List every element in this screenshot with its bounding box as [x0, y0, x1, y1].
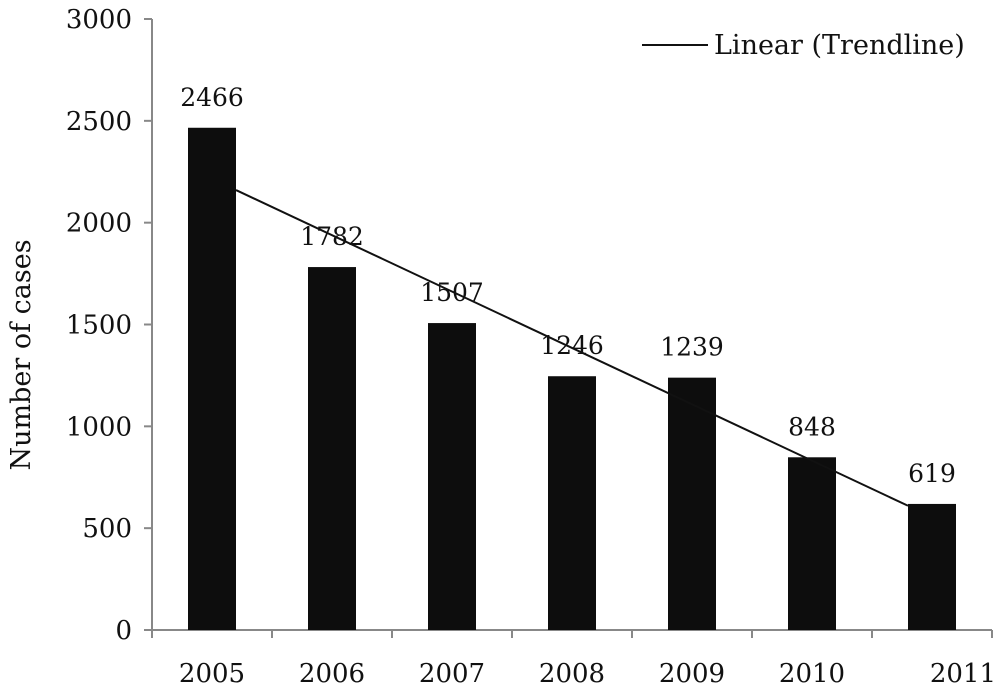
bar: [428, 323, 476, 630]
y-tick-label: 1500: [66, 311, 132, 341]
x-tick-label: 2008: [539, 659, 605, 689]
trendline-group: [235, 189, 909, 507]
bar: [788, 457, 836, 630]
bar-data-label: 1239: [660, 333, 724, 362]
legend-entry-label: Linear (Trendline): [714, 30, 965, 61]
y-tick-label: 2000: [66, 209, 132, 239]
bars: [188, 127, 956, 631]
y-tick-label: 3000: [66, 5, 132, 35]
bar-data-label: 619: [908, 459, 956, 488]
bar-data-label: 1246: [540, 331, 604, 360]
x-tick-label: 2007: [419, 659, 485, 689]
x-axis: 2005 2006 2007 2008 2009 2010 2011: [151, 629, 996, 689]
bar-data-label: 2466: [180, 83, 244, 112]
bar-data-label: 848: [788, 412, 836, 441]
x-tick-label: 2010: [779, 659, 845, 689]
x-tick-label: 2005: [179, 659, 245, 689]
y-tick-label: 500: [82, 514, 132, 544]
y-axis: 0 500 1000 1500 2000 2500 3000: [66, 5, 153, 646]
bar: [548, 376, 596, 630]
y-tick-label: 0: [115, 616, 132, 646]
x-tick-label: 2009: [659, 659, 725, 689]
y-tick-label: 2500: [66, 107, 132, 137]
bar: [308, 267, 356, 630]
bar: [908, 503, 956, 630]
bar: [188, 127, 236, 631]
y-axis-title: Number of cases: [6, 239, 37, 470]
bar: [668, 377, 716, 630]
legend: Linear (Trendline): [642, 30, 965, 61]
x-tick-label: 2006: [299, 659, 365, 689]
trendline: [235, 189, 909, 507]
y-tick-label: 1000: [66, 412, 132, 442]
x-tick-label: 2011: [930, 659, 996, 689]
